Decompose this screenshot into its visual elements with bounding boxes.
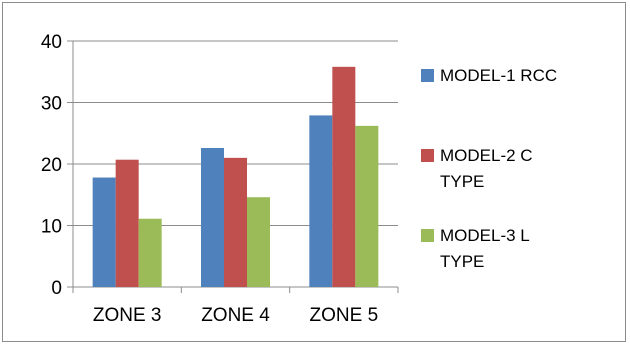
x-tick-label: ZONE 5	[310, 305, 379, 326]
legend-label-line: TYPE	[440, 252, 484, 271]
bar	[224, 157, 247, 287]
legend-label-line: MODEL-1 RCC	[440, 66, 557, 85]
x-tick-label: ZONE 3	[93, 305, 162, 326]
legend-swatch	[421, 229, 434, 242]
bar	[115, 159, 139, 287]
y-tick-label: 20	[41, 155, 62, 176]
legend-swatch	[421, 149, 434, 162]
legend-label-line: MODEL-3 L	[440, 226, 530, 245]
bar	[201, 148, 224, 287]
bar	[355, 125, 379, 288]
chart-frame: 0 10 20 30 40 ZONE 3 ZONE 4 ZONE 5 MODEL-1 RCC MO…	[2, 2, 626, 342]
bar	[247, 197, 270, 287]
y-tick-label: 40	[41, 32, 62, 53]
y-tick-label: 10	[41, 217, 62, 238]
legend-label-line: MODEL-2 C	[440, 146, 533, 165]
bar	[332, 66, 356, 287]
legend-label: MODEL-2 C TYPE	[440, 146, 533, 191]
y-tick-label: 0	[51, 278, 62, 299]
legend-label: MODEL-1 RCC	[440, 66, 557, 85]
bar-chart: 0 10 20 30 40 ZONE 3 ZONE 4 ZONE 5 MODEL-1 RCC MO…	[41, 32, 557, 326]
bar	[92, 177, 116, 287]
x-tick-label: ZONE 4	[201, 305, 270, 326]
legend-label: MODEL-3 L TYPE	[440, 226, 530, 271]
y-tick-label: 30	[41, 94, 62, 115]
legend-swatch	[421, 69, 434, 82]
bar	[138, 218, 162, 287]
legend-label-line: TYPE	[440, 172, 484, 191]
bar	[309, 115, 333, 287]
